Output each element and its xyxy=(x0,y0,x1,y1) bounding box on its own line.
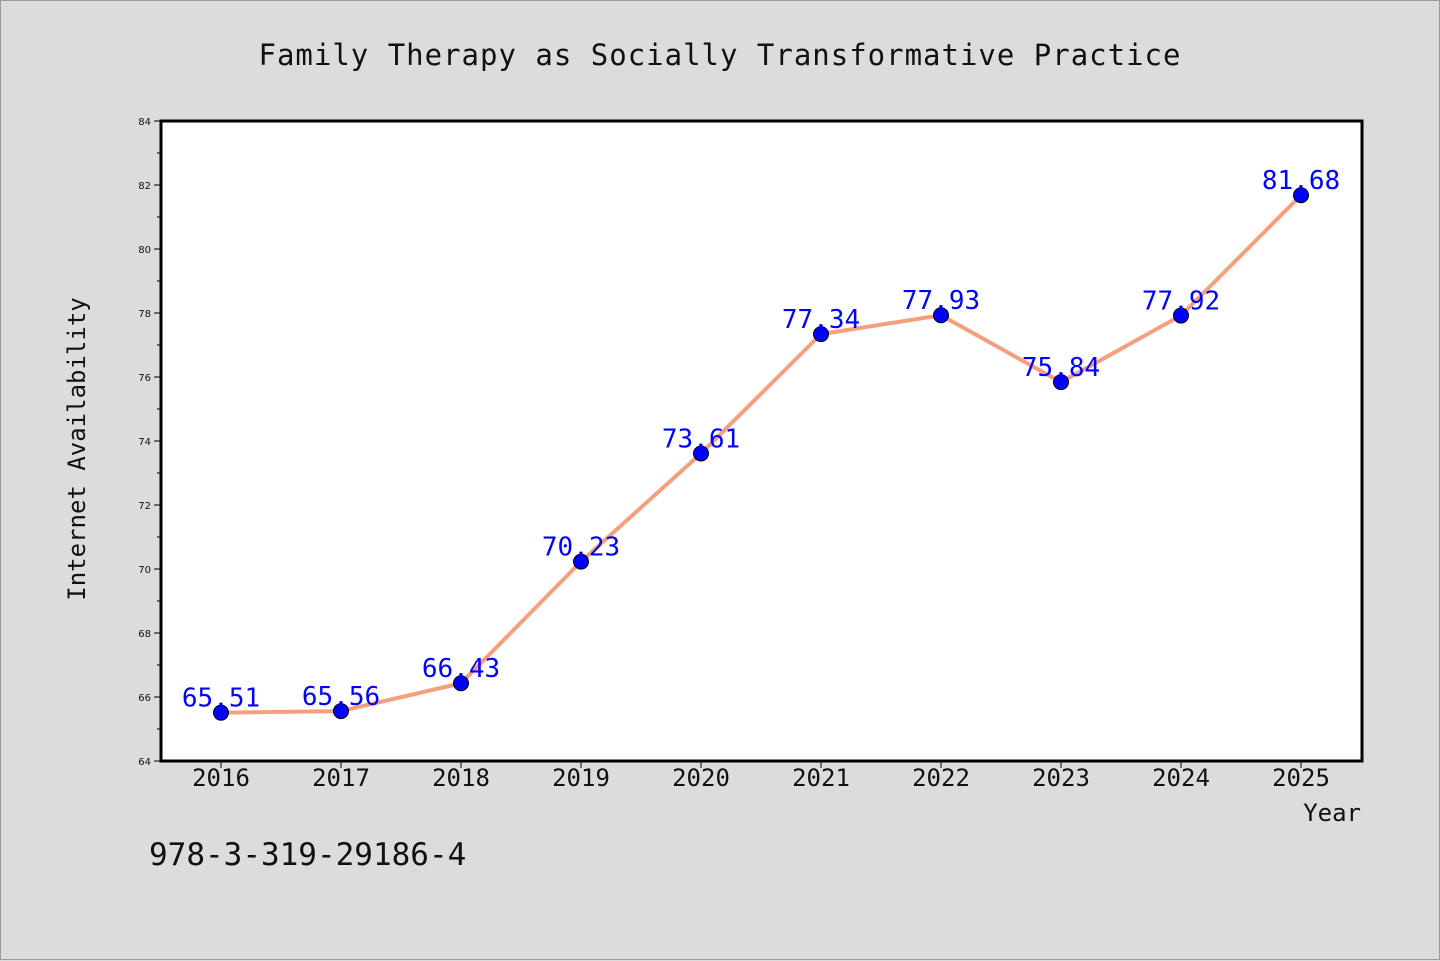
series-line xyxy=(219,193,1303,715)
data-point xyxy=(813,326,829,343)
data-point xyxy=(573,553,589,570)
x-axis: 2016 2017 2018 2019 2020 2021 2022 2023 2024 2025 xyxy=(192,761,1330,792)
y-tick-label: 72 xyxy=(138,501,151,512)
y-tick-label: 78 xyxy=(138,309,151,320)
data-label: 77.93 xyxy=(902,286,980,316)
series-line-path xyxy=(219,193,1303,715)
data-label: 65.56 xyxy=(302,682,380,712)
x-tick-label: 2024 xyxy=(1152,764,1210,792)
y-axis: 64 66 68 70 72 74 76 78 80 82 84 xyxy=(138,117,161,768)
data-label: 77.92 xyxy=(1142,287,1220,317)
y-tick-label: 66 xyxy=(138,693,151,704)
isbn-text: 978-3-319-29186-4 xyxy=(149,837,466,873)
series-markers xyxy=(213,187,1309,721)
data-label: 70.23 xyxy=(542,533,620,563)
data-label: 81.68 xyxy=(1262,166,1340,196)
y-axis-label: Internet Availability xyxy=(63,297,91,600)
y-tick-label: 68 xyxy=(138,629,151,640)
data-point xyxy=(1053,374,1069,391)
y-tick-label: 76 xyxy=(138,373,151,384)
y-tick-label: 70 xyxy=(138,565,151,576)
x-tick-label: 2022 xyxy=(912,764,970,792)
data-label: 77.34 xyxy=(782,305,860,335)
y-tick-label: 80 xyxy=(138,245,151,256)
data-point xyxy=(693,445,709,462)
x-tick-label: 2017 xyxy=(312,764,370,792)
plot-area xyxy=(159,119,1364,763)
data-point xyxy=(333,703,349,720)
x-tick-label: 2016 xyxy=(192,764,250,792)
data-labels: 65.51 65.56 66.43 70.23 73.61 77.34 77.93 75.84… xyxy=(182,166,1340,713)
x-axis-label: Year xyxy=(1303,799,1361,827)
data-point xyxy=(213,704,229,721)
data-point xyxy=(453,675,469,692)
x-tick-label: 2023 xyxy=(1032,764,1090,792)
x-tick-label: 2018 xyxy=(432,764,490,792)
y-tick-label: 84 xyxy=(138,117,151,128)
x-tick-label: 2021 xyxy=(792,764,850,792)
y-tick-label: 64 xyxy=(138,757,151,768)
y-tick-label: 74 xyxy=(138,437,151,448)
x-tick-label: 2019 xyxy=(552,764,610,792)
data-label: 73.61 xyxy=(662,424,740,454)
y-tick-label: 82 xyxy=(138,181,151,192)
data-label: 75.84 xyxy=(1022,353,1100,383)
x-tick-label: 2025 xyxy=(1272,764,1330,792)
data-point xyxy=(1293,187,1309,204)
data-point xyxy=(1173,307,1189,324)
data-label: 66.43 xyxy=(422,654,500,684)
chart-title: Family Therapy as Socially Transformativ… xyxy=(259,38,1182,72)
x-tick-label: 2020 xyxy=(672,764,730,792)
data-label: 65.51 xyxy=(182,684,260,714)
data-point xyxy=(933,307,949,324)
